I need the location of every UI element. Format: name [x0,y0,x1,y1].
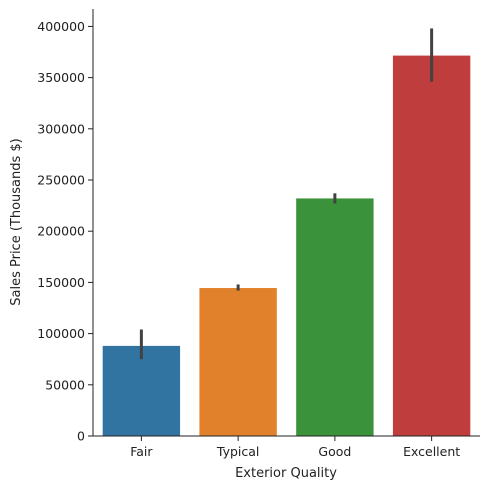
y-tick-label: 350000 [37,70,85,85]
y-tick-label: 150000 [37,275,85,290]
y-tick-label: 300000 [37,121,85,136]
x-axis-label: Exterior Quality [235,466,337,481]
y-ticks: 0 50000 100000 150000 200000 250000 300000 3500… [37,19,93,444]
x-tick-label: Fair [130,444,153,459]
y-tick-label: 400000 [37,19,85,34]
y-tick-label: 0 [77,429,85,444]
bar-good [296,198,374,436]
y-tick-label: 200000 [37,224,85,239]
bar-excellent [392,55,471,436]
plot-area [102,28,471,436]
y-axis-label: Sales Price (Thousands $) [9,138,24,306]
bar-fair [102,345,181,436]
bar-typical [199,288,277,436]
x-tick-label: Typical [216,444,260,459]
x-ticks: Fair Typical Good Excellent [130,436,460,459]
y-tick-label: 50000 [45,377,85,392]
x-tick-label: Good [318,444,351,459]
x-tick-label: Excellent [403,444,460,459]
y-tick-label: 100000 [37,326,85,341]
y-tick-label: 250000 [37,173,85,188]
